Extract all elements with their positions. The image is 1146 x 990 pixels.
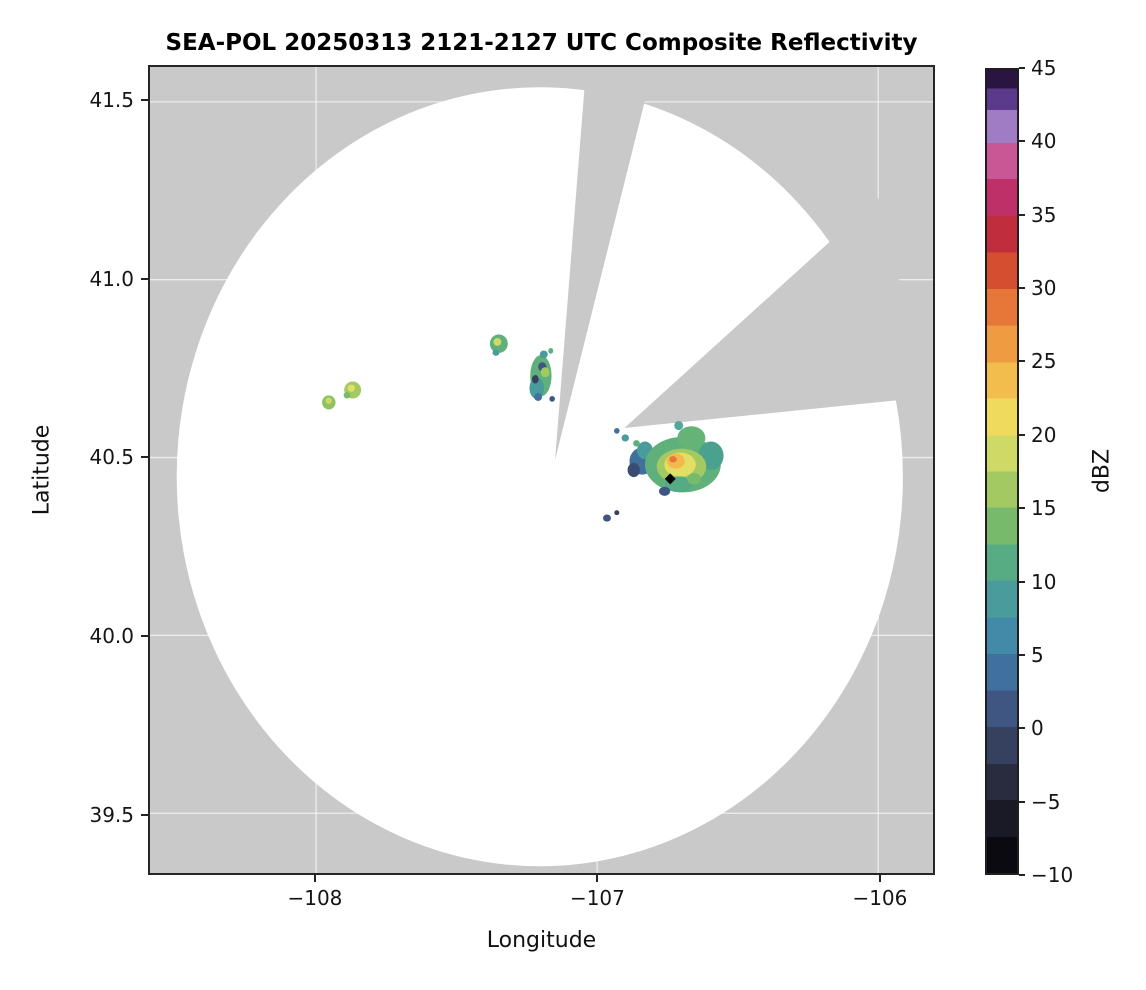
plot-area [148, 65, 935, 875]
radar-echo [540, 367, 550, 378]
y-tick-label: 40.5 [89, 445, 134, 470]
y-tick-mark [141, 635, 148, 638]
colorbar-tick-mark [1019, 800, 1025, 803]
y-tick-label: 41.5 [89, 88, 134, 113]
colorbar-tick-label: 45 [1031, 56, 1057, 80]
colorbar-tick-label: 5 [1031, 642, 1044, 667]
radar-echo [633, 440, 640, 447]
y-tick-label: 39.5 [89, 802, 134, 827]
x-tick-label: −106 [852, 886, 908, 910]
colorbar-tick-label: 15 [1031, 496, 1057, 521]
colorbar-tick-label: 20 [1031, 422, 1057, 447]
radar-echo [614, 510, 620, 516]
radar-echo [548, 348, 554, 354]
radar-echo [492, 349, 500, 356]
colorbar-tick-label: −10 [1031, 863, 1074, 887]
x-axis-label: Longitude [486, 928, 597, 953]
y-tick-mark [141, 456, 148, 459]
radar-echo [627, 462, 640, 478]
y-tick-mark [141, 813, 148, 816]
radar-echo [534, 393, 543, 401]
chart-title: SEA-POL 20250313 2121-2127 UTC Composite… [165, 30, 918, 56]
colorbar-tick-label: 25 [1031, 349, 1057, 374]
radar-echo [549, 395, 555, 402]
radar-echo [669, 456, 677, 463]
radar-echo [677, 426, 706, 450]
colorbar-tick-mark [1019, 874, 1025, 876]
colorbar-tick-label: 40 [1031, 129, 1057, 154]
colorbar-tick-mark [1019, 580, 1025, 583]
colorbar-tick-mark [1019, 140, 1025, 143]
radar-coverage-area [176, 87, 903, 867]
radar-echo [493, 338, 502, 346]
y-tick-mark [141, 277, 148, 280]
radar-echo [347, 384, 355, 392]
colorbar-tick-mark [1019, 507, 1025, 510]
colorbar-tick-mark [1019, 433, 1025, 436]
radar-echo [674, 420, 684, 431]
x-tick-mark [878, 875, 881, 882]
y-tick-label: 40.0 [89, 624, 134, 649]
y-tick-label: 41.0 [89, 266, 134, 291]
colorbar-tick-mark [1019, 213, 1025, 216]
radar-echo [602, 514, 611, 522]
radar-echo [621, 434, 629, 442]
radar-echo [325, 397, 332, 404]
colorbar-tick-label: 30 [1031, 276, 1057, 301]
x-tick-label: −108 [287, 886, 343, 910]
radar-reflectivity-plot [150, 67, 933, 873]
x-tick-label: −107 [569, 886, 625, 910]
radar-echo [531, 374, 539, 384]
colorbar-tick-mark [1019, 287, 1025, 290]
colorbar [985, 68, 1019, 875]
colorbar-tick-mark [1019, 727, 1025, 730]
colorbar-tick-label: 35 [1031, 202, 1057, 227]
colorbar-tick-label: −5 [1031, 789, 1061, 814]
colorbar-tick-label: 0 [1031, 716, 1044, 741]
colorbar-tick-mark [1019, 653, 1025, 656]
colorbar-label: dBZ [1089, 448, 1115, 494]
x-tick-mark [313, 875, 316, 882]
x-tick-mark [596, 875, 599, 882]
radar-echo [529, 377, 544, 399]
colorbar-tick-mark [1019, 360, 1025, 363]
radar-echo [687, 473, 702, 485]
radar-echo [658, 486, 671, 496]
radar-echo [343, 392, 351, 399]
radar-echo [614, 428, 620, 434]
colorbar-tick-label: 10 [1031, 569, 1057, 594]
radar-echo [539, 350, 548, 359]
colorbar-tick-mark [1019, 67, 1025, 69]
y-tick-mark [141, 99, 148, 102]
radar-site-marker [664, 473, 676, 485]
blocked-sector-northeast [624, 197, 929, 429]
